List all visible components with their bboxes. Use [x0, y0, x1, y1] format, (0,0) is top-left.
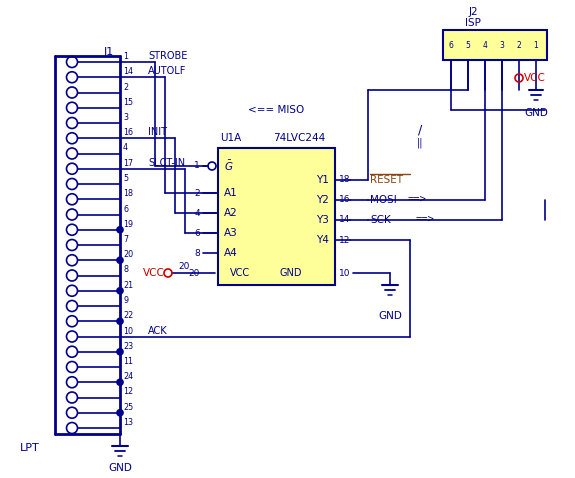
Text: 18: 18: [339, 175, 351, 185]
Text: 14: 14: [339, 216, 350, 225]
Text: MOSI: MOSI: [370, 195, 397, 205]
Text: 23: 23: [123, 342, 133, 351]
Text: /: /: [418, 123, 422, 137]
Circle shape: [117, 379, 123, 385]
Text: 1: 1: [534, 41, 538, 50]
Circle shape: [117, 349, 123, 355]
Text: GND: GND: [108, 463, 132, 473]
Text: 6: 6: [194, 228, 200, 238]
Text: ||: ||: [417, 138, 423, 148]
Text: ACK: ACK: [148, 326, 168, 336]
Text: GND: GND: [280, 268, 302, 278]
Circle shape: [117, 410, 123, 416]
Text: 19: 19: [123, 220, 133, 229]
Text: $\bar{G}$: $\bar{G}$: [224, 159, 233, 173]
Circle shape: [117, 227, 123, 233]
Text: GND: GND: [524, 108, 548, 118]
Text: 11: 11: [123, 357, 133, 366]
Text: 5: 5: [123, 174, 128, 183]
Text: 22: 22: [123, 311, 133, 320]
Text: SLCT-IN: SLCT-IN: [148, 158, 185, 168]
Text: 20: 20: [189, 269, 200, 278]
Text: A1: A1: [224, 188, 237, 198]
Text: 4: 4: [194, 208, 200, 217]
Text: 6: 6: [123, 205, 128, 214]
Text: 15: 15: [123, 98, 133, 107]
Text: 1: 1: [194, 162, 200, 171]
Text: LPT: LPT: [20, 443, 40, 453]
Text: Y1: Y1: [316, 175, 329, 185]
Text: 8: 8: [123, 265, 128, 274]
Bar: [443, 30, 547, 60]
Text: 20: 20: [178, 262, 189, 271]
Text: A3: A3: [224, 228, 237, 238]
Text: 10: 10: [339, 269, 351, 278]
Text: VCC: VCC: [524, 73, 546, 83]
Text: 8: 8: [194, 249, 200, 258]
Text: 2: 2: [516, 41, 522, 50]
Text: 12: 12: [339, 236, 350, 245]
Text: ==>: ==>: [408, 195, 427, 205]
Text: 25: 25: [123, 403, 133, 412]
Text: J1: J1: [104, 47, 114, 57]
Text: INIT: INIT: [148, 127, 167, 137]
Text: J2: J2: [468, 7, 478, 17]
Text: VCC: VCC: [143, 268, 165, 278]
Circle shape: [117, 288, 123, 294]
Text: RESET: RESET: [370, 175, 403, 185]
Text: 74LVC244: 74LVC244: [273, 133, 325, 143]
Text: VCC: VCC: [230, 268, 250, 278]
Text: 2: 2: [194, 188, 200, 197]
Text: 21: 21: [123, 281, 133, 290]
Text: 10: 10: [123, 326, 133, 336]
Text: SCK: SCK: [370, 215, 391, 225]
Text: <== MISO: <== MISO: [248, 105, 304, 115]
Text: A4: A4: [224, 248, 237, 258]
Text: 12: 12: [123, 388, 133, 396]
Text: 5: 5: [466, 41, 470, 50]
Text: 20: 20: [123, 250, 133, 259]
Text: 6: 6: [448, 41, 454, 50]
Text: 1: 1: [123, 52, 128, 61]
Text: 17: 17: [123, 159, 133, 168]
Text: 3: 3: [123, 113, 128, 122]
Text: Y2: Y2: [316, 195, 329, 205]
Text: 4: 4: [123, 143, 128, 152]
Circle shape: [117, 318, 123, 324]
Text: 9: 9: [123, 296, 128, 305]
Text: Y4: Y4: [316, 235, 329, 245]
Text: U1A: U1A: [220, 133, 241, 143]
Text: ==>: ==>: [416, 215, 435, 225]
Text: 14: 14: [123, 67, 133, 76]
Text: 7: 7: [123, 235, 128, 244]
Text: 2: 2: [123, 83, 128, 91]
Circle shape: [117, 257, 123, 263]
Text: 18: 18: [123, 189, 133, 198]
Text: 16: 16: [339, 196, 351, 205]
Text: 24: 24: [123, 372, 133, 381]
Text: ISP: ISP: [465, 18, 481, 28]
Text: 13: 13: [123, 418, 133, 427]
Text: 3: 3: [500, 41, 504, 50]
Text: AUTOLF: AUTOLF: [148, 66, 186, 76]
Text: GND: GND: [378, 311, 402, 321]
Text: 16: 16: [123, 128, 133, 137]
Text: A2: A2: [224, 208, 237, 218]
Bar: [218, 148, 335, 285]
Text: Y3: Y3: [316, 215, 329, 225]
Text: STROBE: STROBE: [148, 51, 187, 61]
Text: 4: 4: [482, 41, 488, 50]
